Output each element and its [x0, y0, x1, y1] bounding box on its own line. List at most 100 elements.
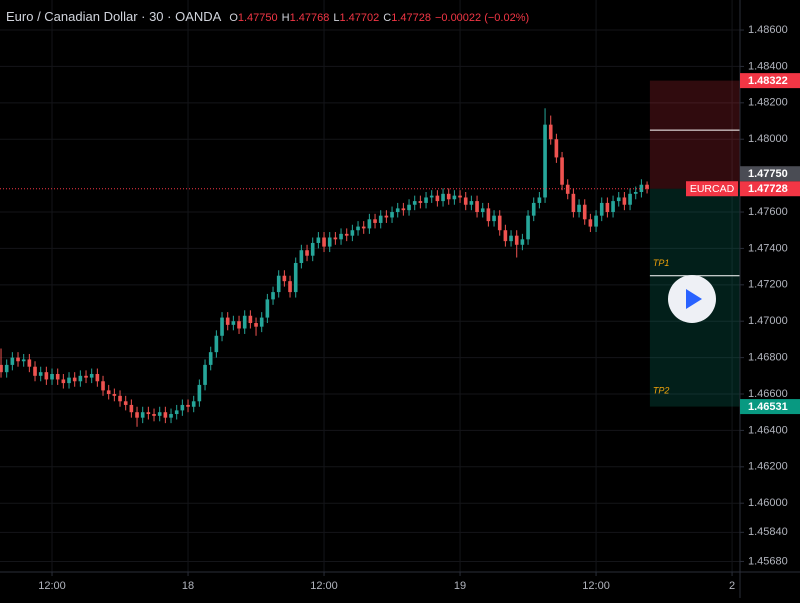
candle-body — [10, 357, 15, 365]
candle-body — [514, 235, 519, 245]
candle-body — [639, 184, 644, 193]
candle-body — [174, 410, 179, 415]
x-tick-label: 12:00 — [582, 580, 610, 592]
y-tick-label: 1.46400 — [748, 424, 788, 436]
candle-body — [55, 373, 60, 380]
candle-body — [645, 184, 649, 189]
candle-body — [520, 239, 525, 245]
candle-body — [429, 195, 434, 198]
level-label: TP1 — [653, 258, 670, 268]
candle-body — [367, 219, 372, 229]
price-label-box — [740, 73, 800, 89]
symbol-tag: EURCAD — [690, 183, 735, 195]
play-icon[interactable] — [686, 289, 702, 309]
candle-body — [401, 208, 406, 211]
candle-body — [4, 364, 9, 373]
candle-body — [129, 404, 134, 413]
ohlc-value: 1.47702 — [339, 12, 379, 24]
price-label-box — [740, 181, 800, 197]
price-label: 1.47750 — [748, 168, 788, 180]
candle-body — [84, 375, 88, 378]
candle-body — [271, 292, 275, 300]
candle-body — [577, 204, 581, 213]
y-tick-label: 1.46600 — [748, 388, 788, 400]
candle-body — [50, 373, 54, 380]
ohlc-value: 1.47768 — [290, 12, 330, 24]
y-tick-label: 1.47600 — [748, 206, 788, 218]
candle-body — [344, 233, 349, 236]
candle-body — [27, 359, 32, 367]
candle-body — [424, 197, 428, 203]
level-label: TP2 — [653, 385, 670, 395]
candle-body — [605, 202, 610, 213]
candle-body — [163, 412, 168, 418]
candle-body — [378, 215, 383, 223]
candle-body — [225, 317, 230, 325]
candle-body — [452, 195, 457, 200]
y-tick-label: 1.46800 — [748, 352, 788, 364]
x-tick-label: 12:00 — [310, 580, 338, 592]
candle-body — [242, 315, 247, 329]
candle-body — [288, 281, 292, 293]
candle-body — [146, 412, 151, 415]
candle-body — [475, 201, 479, 213]
candle-body — [282, 275, 287, 282]
candle-body — [599, 202, 604, 216]
candle-body — [203, 364, 207, 385]
ohlc-value: 1.47750 — [238, 12, 278, 24]
candle-body — [407, 204, 411, 211]
candle-body — [565, 184, 570, 194]
candle-body — [327, 237, 332, 247]
candle-body — [560, 157, 564, 185]
candle-body — [21, 359, 26, 362]
candle-body — [237, 321, 241, 329]
candle-body — [293, 262, 298, 293]
y-tick-label: 1.48400 — [748, 60, 788, 72]
ohlc-key: O — [229, 12, 238, 24]
price-label: 1.47728 — [748, 183, 788, 195]
ohlc-value: 1.47728 — [391, 12, 431, 24]
y-tick-label: 1.47200 — [748, 279, 788, 291]
candle-body — [412, 201, 417, 205]
play-button[interactable] — [668, 275, 716, 323]
candle-body — [390, 212, 394, 218]
price-label-box — [740, 399, 800, 415]
y-tick-label: 1.48600 — [748, 24, 788, 36]
candle-body — [248, 315, 253, 324]
candle-body — [469, 201, 474, 205]
candle-body — [231, 321, 236, 325]
candle-body — [373, 219, 377, 223]
candle-body — [101, 381, 105, 391]
y-tick-label: 1.45680 — [748, 555, 788, 567]
candle-body — [622, 197, 627, 205]
change: −0.00022 (−0.02%) — [435, 12, 529, 24]
candle-body — [611, 201, 615, 213]
candle-body — [463, 197, 468, 205]
y-tick-label: 1.47000 — [748, 315, 788, 327]
candle-body — [356, 226, 360, 231]
price-label: 1.46531 — [748, 401, 788, 413]
candle-body — [526, 215, 530, 240]
candle-body — [441, 193, 445, 202]
candle-body — [0, 364, 3, 373]
candle-body — [509, 235, 513, 242]
y-tick-label: 1.47400 — [748, 242, 788, 254]
candle-body — [72, 377, 77, 382]
candle-body — [333, 237, 338, 240]
y-tick-label: 1.46200 — [748, 461, 788, 473]
candle-body — [571, 193, 576, 213]
candle-body — [395, 208, 400, 213]
candle-body — [594, 215, 598, 227]
y-tick-label: 1.48200 — [748, 97, 788, 109]
candle-body — [67, 377, 71, 384]
candle-body — [89, 373, 94, 378]
candle-body — [628, 193, 632, 205]
candles — [0, 108, 650, 427]
candle-body — [537, 197, 542, 203]
x-tick-label: 18 — [182, 580, 194, 592]
candle-body — [588, 219, 593, 227]
candle-body — [78, 375, 83, 382]
y-tick-label: 1.48000 — [748, 133, 788, 145]
candle-body — [582, 204, 587, 220]
ohlc-key: H — [282, 12, 290, 24]
